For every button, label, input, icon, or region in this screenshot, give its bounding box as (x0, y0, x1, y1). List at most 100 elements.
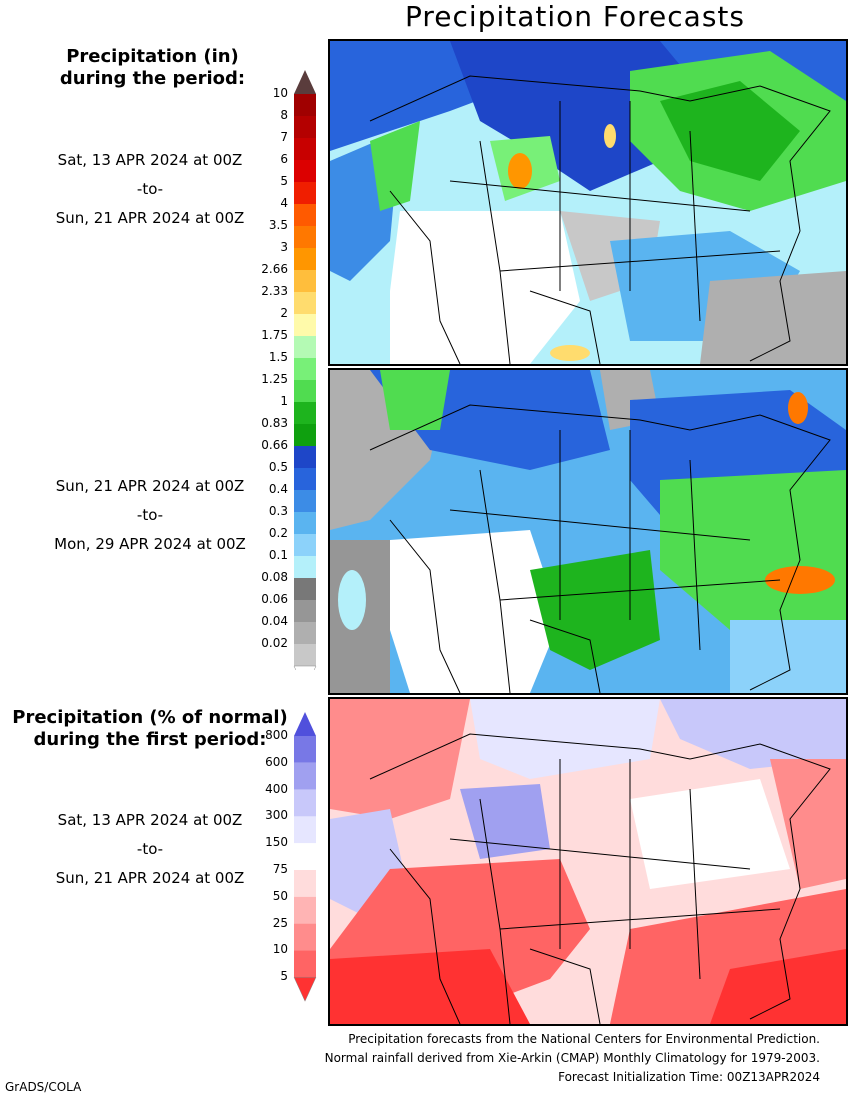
period-3-start: Sat, 13 APR 2024 at 00Z (57, 811, 243, 829)
colorbar-segment (294, 870, 316, 897)
colorbar-segment (294, 843, 316, 870)
colorbar-segment (294, 789, 316, 817)
credit-label: GrADS/COLA (5, 1080, 82, 1094)
colorbar-segment (294, 762, 316, 790)
colorbar-segment (294, 94, 316, 116)
colorbar-tick-label: 3.5 (268, 218, 288, 232)
colorbar-bottom-cap (293, 665, 317, 670)
colorbar-tick-label: 0.2 (268, 526, 288, 540)
period-3-end: Sun, 21 APR 2024 at 00Z (55, 869, 245, 887)
colorbar-tick-label: 0.06 (261, 592, 288, 606)
colorbar-tick-label: 2.33 (261, 284, 288, 298)
colorbar-segment (294, 534, 316, 556)
period-2-end: Mon, 29 APR 2024 at 00Z (54, 535, 246, 553)
colorbar-segment (294, 923, 316, 951)
colorbar-tick-label: 10 (272, 942, 288, 957)
colorbar-tick-label: 5 (280, 174, 288, 188)
colorbar-segment (294, 468, 316, 490)
colorbar-segment (294, 600, 316, 622)
colorbar-segment (294, 160, 316, 182)
colorbar-segment (294, 424, 316, 446)
colorbar-segment (294, 226, 316, 248)
colorbar-segment (294, 578, 316, 600)
colorbar-segment (294, 622, 316, 644)
colorbar-segment (294, 402, 316, 424)
colorbar-segment (294, 336, 316, 358)
colorbar-bottom-cap (293, 976, 317, 1002)
colorbar-tick-label: 0.02 (261, 636, 288, 650)
precip-legend-header-line1: Precipitation (in) (66, 46, 239, 67)
period-2-start: Sun, 21 APR 2024 at 00Z (55, 477, 245, 495)
colorbar-tick-label: 1.75 (261, 328, 288, 342)
colorbar-segment (294, 950, 316, 978)
colorbar-segment (294, 138, 316, 160)
colorbar-segment (294, 358, 316, 380)
colorbar-tick-label: 0.04 (261, 614, 288, 628)
footer-line3: Forecast Initialization Time: 00Z13APR20… (558, 1070, 820, 1084)
footer-notes: Precipitation forecasts from the Nationa… (325, 1030, 820, 1087)
colorbar-segment (294, 446, 316, 468)
period-1-end: Sun, 21 APR 2024 at 00Z (55, 209, 245, 227)
colorbar-segment (294, 204, 316, 226)
colorbar-tick-label: 2.66 (261, 262, 288, 276)
colorbar-tick-label: 25 (272, 915, 288, 930)
colorbar-tick-label: 600 (265, 754, 288, 769)
map-panel-1 (328, 39, 848, 366)
footer-line1: Precipitation forecasts from the Nationa… (348, 1032, 820, 1046)
colorbar-segment (294, 816, 316, 844)
colorbar-tick-label: 0.66 (261, 438, 288, 452)
precip-map-1 (330, 41, 846, 364)
map-panel-3 (328, 697, 848, 1026)
colorbar-tick-label: 800 (265, 728, 288, 742)
precip-colorbar (293, 70, 317, 670)
colorbar-tick-label: 0.1 (268, 548, 288, 562)
colorbar-top-cap (294, 712, 316, 736)
colorbar-segment (294, 380, 316, 402)
colorbar-tick-label: 75 (272, 862, 288, 876)
colorbar-tick-label: 1.25 (261, 372, 288, 386)
period-2-sep: -to- (136, 506, 164, 524)
colorbar-tick-label: 4 (280, 196, 288, 210)
colorbar-tick-label: 2 (280, 306, 288, 320)
colorbar-segment (294, 270, 316, 292)
colorbar-tick-label: 150 (265, 835, 288, 850)
map-panel-2 (328, 368, 848, 695)
colorbar-tick-label: 50 (272, 888, 288, 903)
colorbar-tick-label: 10 (272, 86, 288, 100)
pct-map (330, 699, 846, 1024)
pct-legend-header-line2: during the first period: (33, 729, 267, 750)
colorbar-tick-label: 1.5 (268, 350, 288, 364)
colorbar-tick-label: 300 (265, 808, 288, 823)
colorbar-tick-label: 7 (280, 130, 288, 144)
footer-line2: Normal rainfall derived from Xie-Arkin (… (324, 1051, 820, 1065)
period-3-sep: -to- (136, 840, 164, 858)
colorbar-segment (294, 490, 316, 512)
precip-legend-header: Precipitation (in) during the period: (0, 46, 305, 90)
colorbar-segment (294, 116, 316, 138)
colorbar-tick-label: 0.4 (268, 482, 288, 496)
colorbar-segment (294, 182, 316, 204)
period-2-label: Sun, 21 APR 2024 at 00Z -to- Mon, 29 APR… (25, 472, 275, 559)
pct-legend-header-line1: Precipitation (% of normal) (12, 707, 288, 728)
colorbar-tick-label: 1 (280, 394, 288, 408)
pct-legend-header: Precipitation (% of normal) during the f… (0, 707, 300, 751)
period-1-start: Sat, 13 APR 2024 at 00Z (57, 151, 243, 169)
precip-legend-header-line2: during the period: (59, 68, 246, 89)
colorbar-tick-label: 0.08 (261, 570, 288, 584)
colorbar-segment (294, 512, 316, 534)
colorbar-tick-label: 5 (280, 969, 288, 984)
colorbar-segment (294, 736, 316, 763)
colorbar-tick-label: 3 (280, 240, 288, 254)
colorbar-tick-label: 0.5 (268, 460, 288, 474)
colorbar-tick-label: 400 (265, 781, 288, 796)
period-1-sep: -to- (136, 180, 164, 198)
colorbar-segment (294, 314, 316, 336)
colorbar-segment (294, 248, 316, 270)
precip-map-2 (330, 370, 846, 693)
colorbar-segment (294, 556, 316, 578)
pct-colorbar (293, 712, 317, 1002)
colorbar-segment (294, 292, 316, 314)
colorbar-tick-label: 6 (280, 152, 288, 166)
colorbar-top-cap (294, 70, 316, 94)
colorbar-segment (294, 644, 316, 666)
